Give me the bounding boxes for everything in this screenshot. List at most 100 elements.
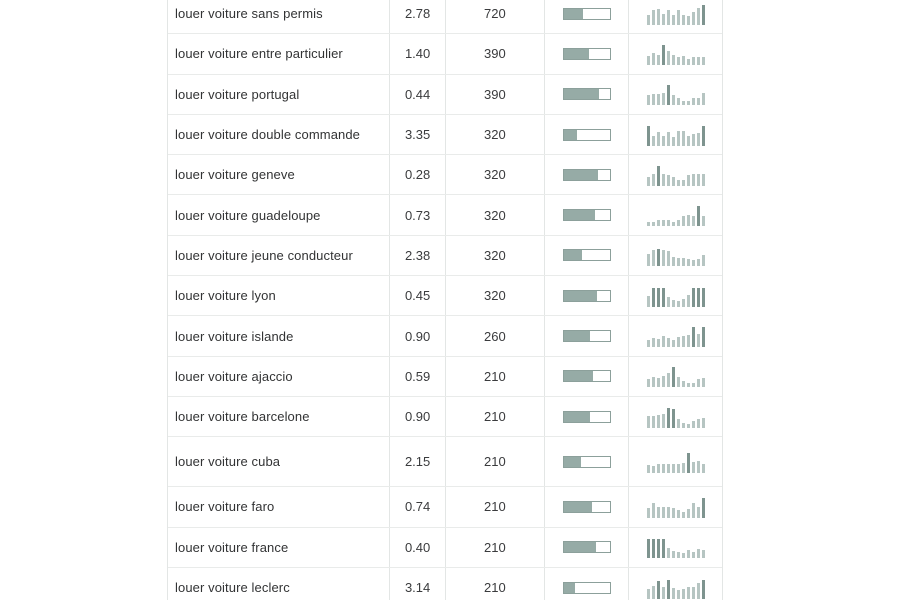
trend-bar [661, 220, 665, 227]
keyword-cell[interactable]: louer voiture lyon [168, 276, 391, 316]
trend-bar [661, 173, 665, 186]
trend-bar [646, 507, 650, 518]
keyword-cell[interactable]: louer voiture ajaccio [168, 356, 391, 396]
trend-bar [696, 549, 700, 559]
trend-sparkline [646, 365, 705, 388]
keyword-cell[interactable]: louer voiture islande [168, 316, 391, 356]
keyword-cell[interactable]: louer voiture portugal [168, 74, 391, 114]
keyword-cell[interactable]: louer voiture leclerc [168, 567, 391, 600]
trend-bar [661, 13, 665, 25]
trend-bar [701, 550, 705, 559]
keyword-cell[interactable]: louer voiture geneve [168, 155, 391, 195]
trend-bar [656, 220, 660, 227]
competition-bar [562, 209, 611, 222]
trend-bar [696, 334, 700, 348]
volume-cell: 320 [446, 155, 545, 195]
competition-cell [545, 316, 630, 356]
cpc-cell: 0.44 [390, 74, 447, 114]
trend-bar [676, 377, 680, 388]
volume-value: 210 [483, 539, 506, 555]
trend-bar [646, 295, 650, 307]
cpc-value: 3.35 [404, 127, 431, 143]
competition-bar [562, 581, 611, 594]
trend-bar [701, 216, 705, 227]
keyword-cell[interactable]: louer voiture entre particulier [168, 34, 391, 74]
cpc-value: 3.14 [404, 580, 431, 595]
table-row[interactable]: louer voiture leclerc 3.14 210 [168, 567, 722, 600]
table-row[interactable]: louer voiture portugal 0.44 390 [168, 74, 722, 115]
table-row[interactable]: louer voiture barcelone 0.90 210 [168, 396, 722, 438]
volume-value: 320 [483, 207, 506, 223]
keyword-cell[interactable]: louer voiture cuba [168, 437, 391, 487]
trend-cell [629, 357, 722, 396]
competition-fill [563, 210, 595, 221]
cpc-cell: 2.38 [390, 235, 447, 276]
competition-fill [563, 8, 583, 19]
table-row[interactable]: louer voiture double commande 3.35 320 [168, 114, 722, 156]
keyword-cell[interactable]: louer voiture double commande [168, 114, 391, 155]
table-row[interactable]: louer voiture islande 0.90 260 [168, 316, 722, 357]
table-row[interactable]: louer voiture faro 0.74 210 [168, 487, 722, 528]
competition-fill [563, 456, 581, 467]
volume-cell: 210 [446, 527, 545, 567]
keyword-text: louer voiture guadeloupe [175, 207, 321, 223]
trend-bar [671, 222, 675, 227]
trend-bar [671, 14, 675, 25]
trend-bar [646, 539, 650, 559]
trend-sparkline [646, 164, 705, 186]
trend-bar [666, 50, 670, 65]
keyword-text: louer voiture barcelone [175, 409, 310, 425]
keyword-cell[interactable]: louer voiture guadeloupe [168, 195, 391, 235]
trend-bar [681, 298, 685, 307]
table-row[interactable]: louer voiture cuba 2.15 210 [168, 437, 722, 488]
trend-bar [646, 464, 650, 473]
trend-bar [651, 338, 655, 348]
table-row[interactable]: louer voiture sans permis 2.78 720 [168, 0, 722, 35]
keyword-text: louer voiture sans permis [175, 6, 323, 22]
cpc-cell: 0.45 [390, 276, 447, 316]
volume-cell: 210 [446, 567, 545, 600]
trend-bar [681, 462, 685, 473]
cpc-cell: 0.90 [390, 396, 447, 437]
keyword-cell[interactable]: louer voiture jeune conducteur [168, 235, 391, 276]
trend-bar [671, 54, 675, 65]
keyword-cell[interactable]: louer voiture faro [168, 487, 391, 527]
cpc-value: 0.40 [404, 539, 431, 555]
trend-bar [651, 222, 655, 227]
table-row[interactable]: louer voiture geneve 0.28 320 [168, 155, 722, 196]
trend-bar [646, 379, 650, 388]
competition-fill [563, 582, 575, 593]
trend-bar [666, 407, 670, 428]
trend-bar [681, 179, 685, 186]
trend-cell [629, 195, 722, 234]
trend-bar [681, 55, 685, 65]
keyword-cell[interactable]: louer voiture barcelone [168, 396, 391, 437]
volume-cell: 210 [446, 396, 545, 437]
trend-bar [696, 460, 700, 473]
trend-bar [681, 14, 685, 25]
competition-bar [562, 410, 611, 423]
trend-bar [656, 8, 660, 25]
competition-cell [545, 235, 630, 276]
table-row[interactable]: louer voiture france 0.40 210 [168, 527, 722, 568]
table-row[interactable]: louer voiture entre particulier 1.40 390 [168, 34, 722, 75]
trend-bar [651, 502, 655, 518]
competition-cell [545, 567, 630, 600]
table-row[interactable]: louer voiture ajaccio 0.59 210 [168, 356, 722, 397]
cpc-value: 2.38 [404, 247, 431, 263]
table-row[interactable]: louer voiture jeune conducteur 2.38 320 [168, 235, 722, 277]
competition-cell [545, 114, 630, 155]
table-row[interactable]: louer voiture lyon 0.45 320 [168, 276, 722, 317]
cpc-value: 0.44 [404, 86, 431, 102]
trend-bar [691, 461, 695, 473]
trend-bar [651, 173, 655, 186]
keyword-cell[interactable]: louer voiture france [168, 527, 391, 567]
trend-bar [661, 287, 665, 307]
trend-bar [686, 15, 690, 25]
keyword-cell[interactable]: louer voiture sans permis [168, 0, 391, 34]
trend-bar [701, 255, 705, 267]
trend-bar [646, 125, 650, 146]
table-row[interactable]: louer voiture guadeloupe 0.73 320 [168, 195, 722, 236]
volume-cell: 320 [446, 235, 545, 276]
trend-bar [656, 165, 660, 186]
